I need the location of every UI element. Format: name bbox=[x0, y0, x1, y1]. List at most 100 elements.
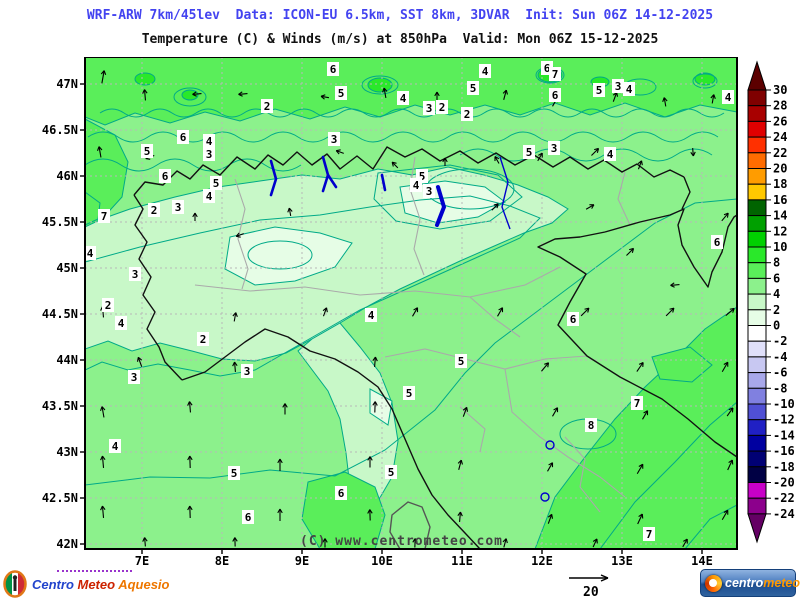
svg-text:13E: 13E bbox=[611, 554, 633, 568]
svg-text:5: 5 bbox=[458, 355, 465, 368]
svg-text:43.5N: 43.5N bbox=[42, 399, 78, 413]
svg-text:-8: -8 bbox=[773, 381, 787, 395]
svg-text:42.5N: 42.5N bbox=[42, 491, 78, 505]
svg-text:3: 3 bbox=[426, 102, 433, 115]
svg-text:4: 4 bbox=[773, 287, 780, 301]
svg-text:4: 4 bbox=[725, 91, 732, 104]
svg-text:5: 5 bbox=[388, 466, 395, 479]
svg-text:-4: -4 bbox=[773, 350, 787, 364]
svg-text:26: 26 bbox=[773, 114, 787, 128]
svg-text:3: 3 bbox=[132, 268, 139, 281]
svg-text:4: 4 bbox=[400, 92, 407, 105]
svg-text:-22: -22 bbox=[773, 491, 795, 505]
svg-text:-20: -20 bbox=[773, 476, 795, 490]
svg-text:-18: -18 bbox=[773, 460, 795, 474]
left-logo-text: Centro Meteo Aquesio bbox=[32, 577, 170, 592]
svg-text:28: 28 bbox=[773, 99, 787, 113]
right-logo-text: centrometeo bbox=[725, 576, 800, 590]
svg-text:7: 7 bbox=[101, 210, 108, 223]
svg-text:47N: 47N bbox=[56, 77, 78, 91]
svg-text:6: 6 bbox=[330, 63, 337, 76]
svg-text:7: 7 bbox=[634, 397, 641, 410]
svg-text:7E: 7E bbox=[135, 554, 149, 568]
svg-text:-6: -6 bbox=[773, 366, 787, 380]
svg-text:2: 2 bbox=[264, 100, 271, 113]
wind-scale-reference: 20 bbox=[566, 570, 616, 600]
svg-text:10: 10 bbox=[773, 240, 787, 254]
svg-text:6: 6 bbox=[773, 271, 780, 285]
svg-text:3: 3 bbox=[331, 133, 338, 146]
svg-text:45N: 45N bbox=[56, 261, 78, 275]
svg-text:-24: -24 bbox=[773, 507, 795, 521]
svg-text:6: 6 bbox=[552, 89, 559, 102]
svg-text:12: 12 bbox=[773, 224, 787, 238]
svg-text:18: 18 bbox=[773, 177, 787, 191]
svg-text:14E: 14E bbox=[691, 554, 713, 568]
svg-text:5: 5 bbox=[338, 87, 345, 100]
svg-text:7: 7 bbox=[646, 528, 653, 541]
svg-text:2: 2 bbox=[151, 204, 158, 217]
centrometeo-logo[interactable]: centrometeo bbox=[700, 569, 796, 597]
svg-text:6: 6 bbox=[570, 313, 577, 326]
svg-text:4: 4 bbox=[118, 317, 125, 330]
svg-text:6: 6 bbox=[338, 487, 345, 500]
svg-text:5: 5 bbox=[470, 82, 477, 95]
svg-text:-12: -12 bbox=[773, 413, 795, 427]
svg-text:2: 2 bbox=[773, 303, 780, 317]
svg-text:9E: 9E bbox=[295, 554, 309, 568]
weather-chart-screen: WRF-ARW 7km/45lev Data: ICON-EU 6.5km, S… bbox=[0, 0, 800, 600]
svg-text:46.5N: 46.5N bbox=[42, 123, 78, 137]
svg-text:2: 2 bbox=[105, 299, 112, 312]
svg-text:3: 3 bbox=[615, 80, 622, 93]
svg-text:4: 4 bbox=[112, 440, 119, 453]
svg-text:42N: 42N bbox=[56, 537, 78, 551]
svg-text:46N: 46N bbox=[56, 169, 78, 183]
svg-text:44.5N: 44.5N bbox=[42, 307, 78, 321]
svg-text:4: 4 bbox=[607, 148, 614, 161]
svg-text:3: 3 bbox=[551, 142, 558, 155]
svg-text:3: 3 bbox=[206, 148, 213, 161]
svg-text:-10: -10 bbox=[773, 397, 795, 411]
svg-text:8: 8 bbox=[588, 419, 595, 432]
watermark: (C) www.centrometeo.com bbox=[300, 534, 503, 549]
svg-text:22: 22 bbox=[773, 146, 787, 160]
svg-text:5: 5 bbox=[526, 146, 533, 159]
svg-text:24: 24 bbox=[773, 130, 787, 144]
wind-scale-value: 20 bbox=[583, 585, 599, 600]
svg-text:4: 4 bbox=[206, 190, 213, 203]
svg-text:2: 2 bbox=[200, 333, 207, 346]
forecast-map: 6542643356542374346756534432235454366578… bbox=[40, 57, 740, 572]
svg-text:30: 30 bbox=[773, 83, 787, 97]
svg-text:43N: 43N bbox=[56, 445, 78, 459]
svg-text:5: 5 bbox=[231, 467, 238, 480]
svg-text:20: 20 bbox=[773, 162, 787, 176]
svg-text:-14: -14 bbox=[773, 428, 795, 442]
svg-text:3: 3 bbox=[131, 371, 138, 384]
svg-text:45.5N: 45.5N bbox=[42, 215, 78, 229]
svg-text:5: 5 bbox=[144, 145, 151, 158]
svg-text:12E: 12E bbox=[531, 554, 553, 568]
svg-text:10E: 10E bbox=[371, 554, 393, 568]
svg-text:7: 7 bbox=[552, 68, 559, 81]
svg-text:3: 3 bbox=[175, 201, 182, 214]
svg-text:5: 5 bbox=[596, 84, 603, 97]
svg-text:4: 4 bbox=[413, 179, 420, 192]
svg-text:6: 6 bbox=[162, 170, 169, 183]
svg-text:5: 5 bbox=[406, 387, 413, 400]
svg-text:16: 16 bbox=[773, 193, 787, 207]
svg-text:0: 0 bbox=[773, 319, 780, 333]
svg-text:6: 6 bbox=[714, 236, 721, 249]
centro-meteo-aquesio-logo[interactable]: Centro Meteo Aquesio bbox=[2, 569, 170, 599]
svg-text:-2: -2 bbox=[773, 334, 787, 348]
svg-text:14: 14 bbox=[773, 209, 787, 223]
svg-text:8: 8 bbox=[773, 256, 780, 270]
centrometeo-swirl-icon bbox=[705, 575, 722, 592]
svg-text:6: 6 bbox=[245, 511, 252, 524]
svg-text:2: 2 bbox=[439, 101, 446, 114]
field-valid-title: Temperature (C) & Winds (m/s) at 850hPa … bbox=[0, 32, 800, 47]
svg-text:2: 2 bbox=[464, 108, 471, 121]
svg-text:3: 3 bbox=[244, 365, 251, 378]
svg-text:8E: 8E bbox=[215, 554, 229, 568]
svg-text:-16: -16 bbox=[773, 444, 795, 458]
svg-text:4: 4 bbox=[87, 247, 94, 260]
